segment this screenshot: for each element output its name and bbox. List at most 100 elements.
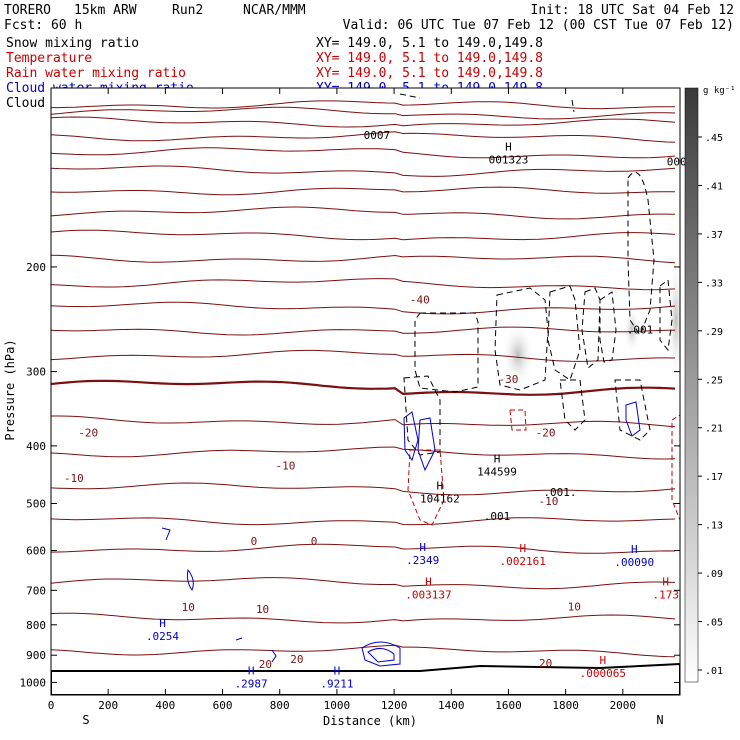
y-tick-label: 800 bbox=[26, 619, 46, 632]
x-tick-label: 1600 bbox=[495, 699, 522, 712]
isotherm bbox=[51, 100, 675, 110]
colorbar-tick-label: .21 bbox=[705, 424, 723, 435]
maximum-value: .00090 bbox=[614, 556, 654, 569]
maximum-marker: H bbox=[248, 665, 255, 678]
isotherm bbox=[51, 517, 676, 526]
isotherm bbox=[51, 326, 675, 336]
isotherm bbox=[51, 131, 676, 143]
maximum-value: .002161 bbox=[500, 555, 546, 568]
snow-shading bbox=[502, 260, 680, 387]
maximum-value: 144599 bbox=[477, 466, 517, 479]
field-name: Snow mixing ratio bbox=[6, 36, 139, 51]
y-tick-label: 200 bbox=[26, 261, 46, 274]
maximum-value: 104162 bbox=[420, 492, 460, 505]
isotherm bbox=[51, 415, 676, 428]
figure-header: TORERO 15km ARW Run2 NCAR/MMM Init: 18 U… bbox=[4, 3, 734, 33]
isotherm bbox=[51, 165, 676, 177]
rain-contour bbox=[509, 409, 527, 431]
colorbar-tick-label: .25 bbox=[705, 375, 723, 386]
x-tick-label: 1200 bbox=[381, 699, 408, 712]
snow-label: .001 bbox=[627, 324, 654, 337]
maximum-value: .0254 bbox=[146, 630, 179, 643]
colorbar-unit: g kg⁻¹ bbox=[703, 86, 736, 96]
maximum-marker: H bbox=[494, 453, 501, 466]
temperature-label: -40 bbox=[410, 294, 430, 307]
snow-contour bbox=[599, 291, 617, 363]
x-tick-label: 1400 bbox=[438, 699, 465, 712]
x-tick-label: 800 bbox=[270, 699, 290, 712]
y-tick-label: 1000 bbox=[20, 676, 47, 689]
isotherm bbox=[51, 147, 676, 159]
maximum-value: .173 bbox=[652, 589, 679, 602]
temperature-label: -10 bbox=[539, 495, 559, 508]
x-tick-label: 600 bbox=[213, 699, 233, 712]
maximum-marker: H bbox=[159, 617, 166, 630]
field-name: Temperature bbox=[6, 51, 92, 66]
run-label: Run2 bbox=[172, 3, 203, 18]
forecast-hour: Fcst: 60 h bbox=[4, 18, 82, 33]
cloud-water-contour bbox=[361, 641, 401, 667]
snow-contour bbox=[547, 285, 581, 381]
colorbar-tick-label: .01 bbox=[705, 666, 723, 677]
field-xy: XY= 149.0, 5.1 to 149.0,149.8 bbox=[316, 51, 543, 66]
temperature-label: 10 bbox=[182, 601, 195, 614]
maximum-marker: H bbox=[631, 543, 638, 556]
isotherm bbox=[51, 206, 676, 220]
cloud-water-contour bbox=[271, 649, 277, 663]
temperature-label: -20 bbox=[78, 427, 98, 440]
y-tick-label: 500 bbox=[26, 497, 46, 510]
colorbar-tick-label: .33 bbox=[705, 278, 723, 289]
center-label: NCAR/MMM bbox=[243, 3, 306, 18]
temperature-label: -10 bbox=[64, 472, 84, 485]
cloud-water-contours bbox=[161, 401, 641, 667]
colorbar-tick-label: .17 bbox=[705, 472, 723, 483]
maximum-marker: H bbox=[419, 541, 426, 554]
rain-contour bbox=[671, 414, 680, 521]
zero-isotherm bbox=[51, 379, 676, 396]
cloud-water-contour bbox=[235, 637, 243, 641]
snow-contour bbox=[659, 279, 673, 352]
snow-label: 0007 bbox=[364, 129, 391, 142]
maximum-marker: H bbox=[425, 576, 432, 589]
snow-contour bbox=[627, 172, 655, 337]
temperature-label: -30 bbox=[499, 373, 519, 386]
x-tick-label: 2000 bbox=[610, 699, 637, 712]
resolution-label: 15km ARW bbox=[74, 3, 137, 18]
north-label: N bbox=[656, 713, 663, 727]
field-name: Rain water mixing ratio bbox=[6, 66, 186, 81]
isotherm bbox=[51, 612, 676, 624]
isotherm bbox=[51, 301, 676, 315]
snow-contour bbox=[559, 379, 586, 431]
temperature-label: -10 bbox=[276, 460, 296, 473]
colorbar-tick-label: .09 bbox=[705, 569, 723, 580]
temperature-label: -20 bbox=[536, 427, 556, 440]
terrain-line bbox=[51, 662, 680, 695]
temperature-label: 10 bbox=[568, 600, 581, 613]
maximum-marker: H bbox=[519, 542, 526, 555]
cloud-water-contour bbox=[417, 417, 436, 472]
snow-contour bbox=[614, 379, 651, 441]
field-xy: XY= 149.0, 5.1 to 149.0,149.8 bbox=[316, 36, 543, 51]
colorbar-tick-label: .41 bbox=[705, 181, 723, 192]
cloud-water-contour bbox=[161, 527, 171, 541]
temperature-label: 20 bbox=[539, 657, 552, 670]
temperature-contours bbox=[51, 100, 676, 658]
maximum-value: .2349 bbox=[406, 554, 439, 567]
init-time: Init: 18 UTC Sat 04 Feb 12 bbox=[531, 3, 735, 18]
snow-contour bbox=[399, 93, 421, 99]
maximum-marker: H bbox=[662, 576, 669, 589]
x-tick-label: 1800 bbox=[552, 699, 579, 712]
temperature-label: 10 bbox=[256, 603, 269, 616]
maximum-marker: H bbox=[437, 479, 444, 492]
snow-contours bbox=[399, 93, 673, 456]
cloud-water-contour bbox=[625, 401, 641, 437]
snow-label: .001. bbox=[543, 486, 576, 499]
maximum-marker: H bbox=[505, 141, 512, 154]
temperature-label: 20 bbox=[259, 658, 272, 671]
cloud-water-contour bbox=[403, 411, 419, 462]
rain-contour bbox=[407, 449, 445, 526]
y-tick-label: 600 bbox=[26, 545, 46, 558]
x-tick-label: 400 bbox=[155, 699, 175, 712]
snow-label: .001 bbox=[484, 510, 511, 523]
model-name: TORERO bbox=[4, 3, 51, 18]
